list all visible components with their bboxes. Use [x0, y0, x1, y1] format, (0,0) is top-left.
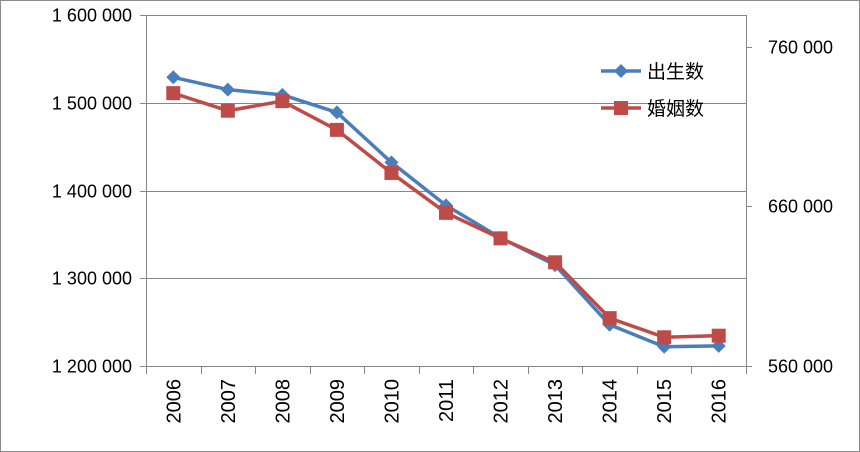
series	[166, 70, 726, 354]
data-point	[548, 255, 563, 270]
legend-marker	[614, 101, 628, 115]
x-axis-tick-label: 2009	[327, 379, 349, 424]
left-axis-tick-label: 1 300 000	[52, 269, 132, 289]
data-point	[384, 165, 399, 180]
legend-entry: 出生数	[601, 61, 704, 83]
legend-marker	[614, 64, 628, 78]
right-axis-tick-label: 660 000	[768, 197, 833, 217]
x-axis-tick-label: 2016	[709, 379, 731, 424]
data-point	[711, 328, 726, 343]
data-point	[384, 155, 399, 170]
series-marriages	[166, 86, 726, 345]
left-axis-tick-label: 1 600 000	[52, 6, 132, 26]
data-point	[439, 205, 453, 220]
x-axis-tick-label: 2007	[218, 379, 240, 424]
data-point	[657, 330, 672, 345]
gridlines	[146, 15, 746, 279]
right-axis-tick-label: 760 000	[768, 38, 833, 58]
data-point	[166, 70, 181, 85]
left-axis-tick-label: 1 200 000	[52, 357, 132, 377]
x-axis-tick-label: 2012	[491, 379, 513, 424]
data-point	[166, 86, 181, 101]
left-axis-tick-label: 1 500 000	[52, 94, 132, 114]
data-point	[275, 94, 290, 109]
x-axis-tick-label: 2014	[600, 379, 622, 424]
data-point	[220, 103, 235, 118]
legend-label: 婚姻数	[647, 98, 704, 120]
axes	[140, 15, 752, 374]
data-point	[329, 105, 344, 120]
data-point	[493, 231, 508, 246]
legend-label: 出生数	[647, 61, 704, 83]
right-y-axis-tick-labels: 560 000 660 000 760 000	[768, 38, 833, 377]
x-axis-tick-label: 2008	[272, 379, 294, 424]
x-axis-tick-label: 2013	[545, 379, 567, 424]
data-point	[220, 82, 235, 97]
left-axis-tick-label: 1 400 000	[52, 182, 132, 202]
x-axis-tick-labels: 2006 2007 2008 2009 2010 2011 2012 2013 2014 2015…	[163, 379, 730, 424]
data-point	[329, 122, 344, 137]
x-axis-tick-label: 2010	[381, 379, 403, 424]
data-point	[602, 311, 617, 326]
x-axis-tick-label: 2015	[654, 379, 676, 424]
legend-entry: 婚姻数	[601, 98, 704, 120]
x-axis-tick-label: 2006	[163, 379, 185, 424]
x-axis-tick-label: 2011	[436, 379, 458, 422]
right-axis-tick-label: 560 000	[768, 357, 833, 377]
left-y-axis-tick-labels: 1 200 000 1 300 000 1 400 000 1 500 000 1 60…	[52, 6, 132, 377]
